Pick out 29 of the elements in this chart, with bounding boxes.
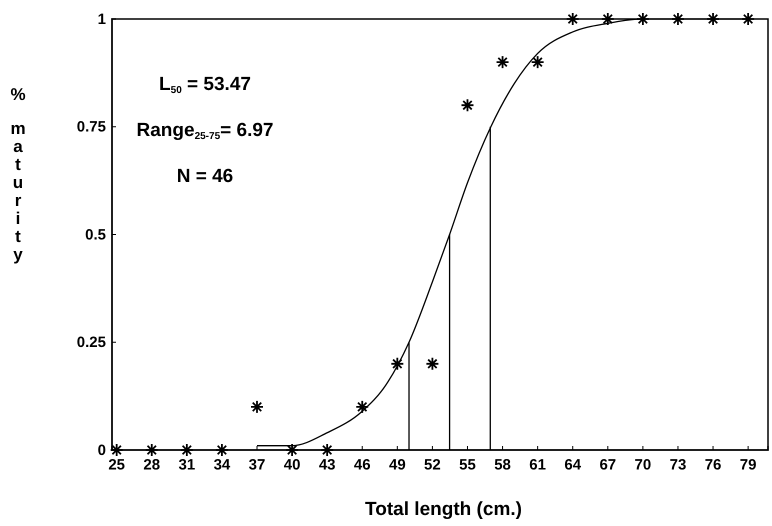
x-tick-label: 64 [564, 456, 582, 474]
x-tick-label: 79 [740, 456, 756, 474]
y-tick-label: 0.75 [76, 118, 106, 136]
annotation: L$_{50}$ = 53.47 [159, 74, 251, 96]
x-tick-label: 55 [459, 456, 476, 474]
x-tick-label: 28 [143, 456, 160, 474]
x-tick-label: 70 [634, 456, 652, 474]
x-tick-label: 34 [214, 456, 231, 474]
annotation: Range$_{25-75}$= 6.97 [136, 120, 274, 142]
x-tick-label: 52 [424, 456, 441, 474]
x-axis-title: Total length (cm.) [365, 499, 522, 520]
x-tick-label: 67 [599, 456, 616, 474]
y-tick-label: 0.5 [85, 226, 106, 244]
x-tick-label: 46 [354, 456, 371, 474]
x-tick-label: 49 [388, 456, 406, 474]
x-tick-label: 25 [108, 456, 126, 474]
x-tick-label: 43 [318, 456, 336, 474]
text: % maturity [10, 85, 26, 264]
x-tick-label: 37 [248, 456, 266, 474]
y-tick-label: 1 [98, 10, 106, 28]
y-tick-label: 0 [98, 442, 106, 459]
annotation: N = 46 [176, 166, 234, 187]
x-tick-label: 76 [704, 456, 722, 474]
x-tick-label: 73 [670, 456, 686, 474]
y-tick-label: 0.25 [76, 334, 106, 352]
x-tick-label: 61 [529, 456, 546, 474]
x-tick-label: 31 [178, 456, 196, 474]
x-tick-label: 58 [494, 456, 511, 474]
x-tick-label: 40 [284, 456, 300, 474]
